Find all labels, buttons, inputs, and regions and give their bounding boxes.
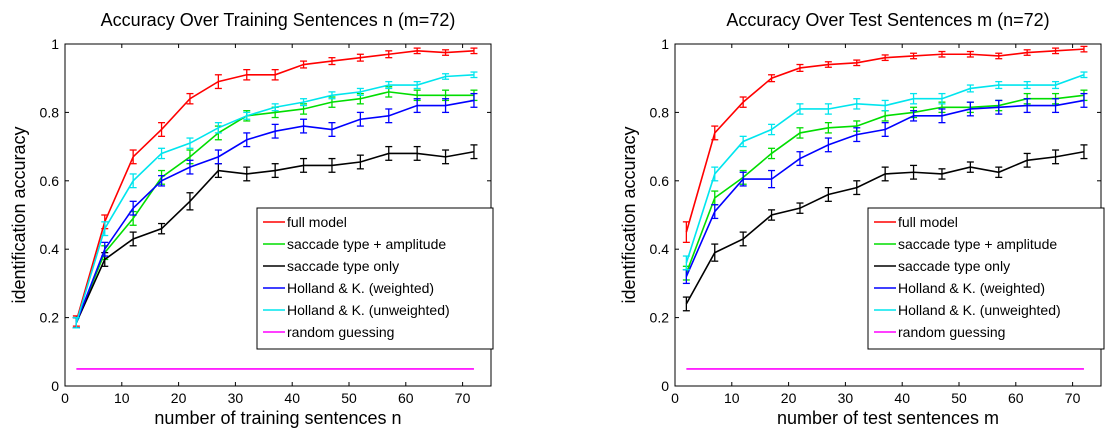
- series-line: [685, 48, 1085, 233]
- x-tick-label: 30: [838, 390, 854, 406]
- x-tick-label: 50: [341, 390, 357, 406]
- x-tick-label: 20: [171, 390, 187, 406]
- chart-test-sentences: Accuracy Over Test Sentences m (n=72)0 10…: [619, 10, 1105, 428]
- legend-label: saccade type + amplitude: [287, 236, 446, 252]
- legend-label: random guessing: [898, 324, 1005, 340]
- series-0: [682, 45, 1088, 244]
- legend-label: saccade type only: [898, 258, 1010, 274]
- x-tick-label: 30: [228, 390, 244, 406]
- series-line: [685, 150, 1085, 305]
- x-tick-label: 70: [455, 390, 471, 406]
- legend-box: [867, 207, 1105, 350]
- legend-label: saccade type only: [287, 258, 399, 274]
- x-axis-label: number of test sentences m: [777, 408, 999, 428]
- legend-label: Holland & K. (weighted): [898, 280, 1045, 296]
- series-line: [685, 94, 1085, 274]
- series-2: [682, 144, 1088, 312]
- x-axis-label: number of training sentences n: [154, 408, 401, 428]
- legend: full model saccade type + amplitude saccad…: [256, 207, 494, 350]
- y-tick-label: 0: [51, 378, 59, 394]
- series-line: [685, 74, 1085, 264]
- legend-box: [256, 207, 494, 350]
- series-3: [72, 92, 478, 329]
- x-tick-label: 40: [894, 390, 910, 406]
- series-line: [75, 73, 475, 323]
- y-tick-label: 0.4: [40, 241, 60, 257]
- series-4: [682, 71, 1088, 271]
- legend: full model saccade type + amplitude saccad…: [867, 207, 1105, 350]
- y-tick-label: 0.2: [650, 310, 670, 326]
- y-tick-label: 0.2: [40, 310, 60, 326]
- x-tick-label: 50: [951, 390, 967, 406]
- legend-label: saccade type + amplitude: [898, 236, 1057, 252]
- x-tick-label: 70: [1065, 390, 1081, 406]
- y-axis-label: identification accuracy: [619, 126, 639, 303]
- x-tick-label: 0: [61, 390, 69, 406]
- x-tick-label: 10: [724, 390, 740, 406]
- series-line: [75, 50, 475, 322]
- series-4: [72, 71, 478, 329]
- y-tick-label: 0.8: [650, 104, 670, 120]
- legend-label: Holland & K. (unweighted): [287, 302, 450, 318]
- series-line: [75, 150, 475, 324]
- x-tick-label: 60: [1008, 390, 1024, 406]
- x-tick-label: 10: [114, 390, 130, 406]
- legend-label: full model: [898, 214, 958, 230]
- series-line: [685, 99, 1085, 277]
- y-tick-label: 0.6: [650, 173, 670, 189]
- legend-label: random guessing: [287, 324, 394, 340]
- y-tick-label: 0.4: [650, 241, 670, 257]
- x-tick-label: 40: [284, 390, 300, 406]
- y-tick-label: 0: [661, 378, 669, 394]
- x-tick-label: 0: [671, 390, 679, 406]
- chart-title: Accuracy Over Test Sentences m (n=72): [726, 10, 1049, 30]
- y-tick-label: 1: [661, 36, 669, 52]
- x-tick-label: 60: [398, 390, 414, 406]
- y-axis-label: identification accuracy: [9, 126, 29, 303]
- legend-label: full model: [287, 214, 347, 230]
- x-tick-label: 20: [781, 390, 797, 406]
- y-tick-label: 0.6: [40, 173, 60, 189]
- chart-training-sentences: Accuracy Over Training Sentences n (m=72…: [9, 10, 494, 428]
- series-0: [72, 47, 478, 327]
- y-tick-label: 1: [51, 36, 59, 52]
- series-line: [75, 91, 474, 324]
- legend-label: Holland & K. (unweighted): [898, 302, 1061, 318]
- series-line: [75, 99, 475, 324]
- legend-label: Holland & K. (weighted): [287, 280, 434, 296]
- chart-title: Accuracy Over Training Sentences n (m=72…: [101, 10, 456, 30]
- y-tick-label: 0.8: [40, 104, 60, 120]
